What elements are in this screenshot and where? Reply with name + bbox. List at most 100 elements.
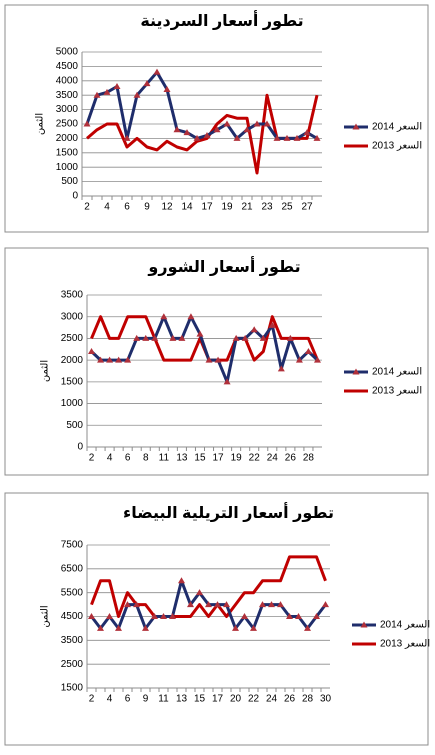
- marker: [295, 356, 303, 363]
- marker: [313, 613, 320, 619]
- x-tick-label: 11: [159, 453, 170, 464]
- x-tick-label: 17: [212, 694, 224, 705]
- chart-title: تطور أسعار السردينة: [140, 10, 303, 30]
- marker: [214, 601, 221, 608]
- x-tick-label: 11: [158, 694, 169, 705]
- y-tick-label: 3500: [61, 290, 84, 301]
- y-tick-label: 0: [72, 191, 78, 202]
- x-tick-label: 4: [104, 202, 110, 213]
- marker: [88, 347, 96, 354]
- marker: [178, 577, 185, 584]
- y-tick-label: 1500: [56, 147, 79, 158]
- y-tick-label: 0: [77, 442, 83, 453]
- y-tick-label: 7500: [61, 540, 84, 551]
- marker: [214, 356, 222, 363]
- x-tick-label: 17: [212, 453, 224, 464]
- marker: [313, 134, 321, 141]
- marker: [142, 334, 150, 341]
- marker: [160, 613, 167, 619]
- y-tick-label: 1000: [61, 398, 84, 409]
- marker: [223, 601, 230, 608]
- y-axis-label: الثمن: [40, 605, 51, 627]
- marker: [142, 624, 149, 631]
- marker: [93, 91, 101, 98]
- marker: [153, 68, 161, 75]
- marker: [322, 601, 329, 608]
- x-tick-label: 9: [143, 694, 149, 705]
- marker: [169, 334, 177, 341]
- x-tick-label: 22: [249, 453, 261, 464]
- y-tick-label: 1000: [56, 162, 79, 173]
- x-tick-label: 12: [161, 202, 173, 213]
- marker: [304, 624, 311, 631]
- marker: [241, 613, 248, 619]
- x-tick-label: 23: [261, 202, 273, 213]
- x-tick-label: 20: [230, 694, 242, 705]
- y-tick-label: 4000: [56, 75, 79, 86]
- x-tick-label: 30: [320, 694, 332, 705]
- marker: [193, 134, 201, 141]
- marker: [286, 334, 294, 341]
- marker: [133, 334, 141, 341]
- x-tick-label: 26: [284, 694, 296, 705]
- marker: [223, 120, 231, 127]
- legend-marker: [352, 368, 360, 375]
- y-tick-label: 1500: [61, 376, 84, 387]
- marker: [88, 613, 95, 619]
- x-tick-label: 6: [124, 202, 130, 213]
- y-tick-label: 2500: [56, 119, 79, 130]
- x-tick-label: 24: [267, 453, 279, 464]
- marker: [133, 91, 141, 98]
- marker: [97, 624, 104, 631]
- x-tick-label: 13: [176, 694, 188, 705]
- marker: [115, 356, 123, 363]
- marker: [253, 120, 261, 127]
- marker: [241, 334, 249, 341]
- marker: [304, 347, 312, 354]
- marker: [103, 88, 111, 95]
- marker: [113, 83, 121, 90]
- marker: [196, 330, 204, 337]
- legend-label: 2013 السعر: [380, 639, 430, 650]
- y-tick-label: 4500: [61, 611, 84, 622]
- x-tick-label: 13: [176, 453, 188, 464]
- legend-label: 2013 السعر: [372, 141, 422, 152]
- marker: [106, 356, 114, 363]
- marker: [303, 129, 311, 136]
- marker: [263, 120, 271, 127]
- y-tick-label: 2500: [61, 659, 84, 670]
- marker: [160, 313, 168, 320]
- x-tick-label: 2: [84, 202, 90, 213]
- marker: [163, 85, 171, 92]
- legend-marker: [360, 621, 368, 628]
- marker: [173, 126, 181, 133]
- x-tick-label: 25: [281, 202, 293, 213]
- legend-label: 2014 السعر: [372, 122, 422, 133]
- x-tick-label: 8: [143, 453, 149, 464]
- marker: [243, 126, 251, 133]
- y-tick-label: 3500: [61, 635, 84, 646]
- marker: [268, 601, 275, 608]
- y-tick-label: 3000: [56, 104, 79, 115]
- marker: [205, 601, 212, 608]
- marker: [115, 624, 122, 631]
- x-tick-label: 26: [285, 453, 297, 464]
- marker: [196, 589, 203, 596]
- series-line: [90, 315, 319, 384]
- x-tick-label: 15: [194, 453, 206, 464]
- y-tick-label: 5000: [56, 47, 79, 58]
- y-tick-label: 3500: [56, 90, 79, 101]
- marker: [232, 334, 240, 341]
- x-tick-label: 14: [181, 202, 193, 213]
- chart-title: تطور أسعار الشورو: [147, 256, 300, 276]
- marker: [187, 601, 194, 608]
- marker: [268, 321, 276, 328]
- marker: [178, 334, 186, 341]
- x-tick-label: 27: [301, 202, 313, 213]
- marker: [293, 134, 301, 141]
- legend-label: 2014 السعر: [380, 620, 430, 631]
- marker: [151, 613, 158, 619]
- x-tick-label: 19: [221, 202, 233, 213]
